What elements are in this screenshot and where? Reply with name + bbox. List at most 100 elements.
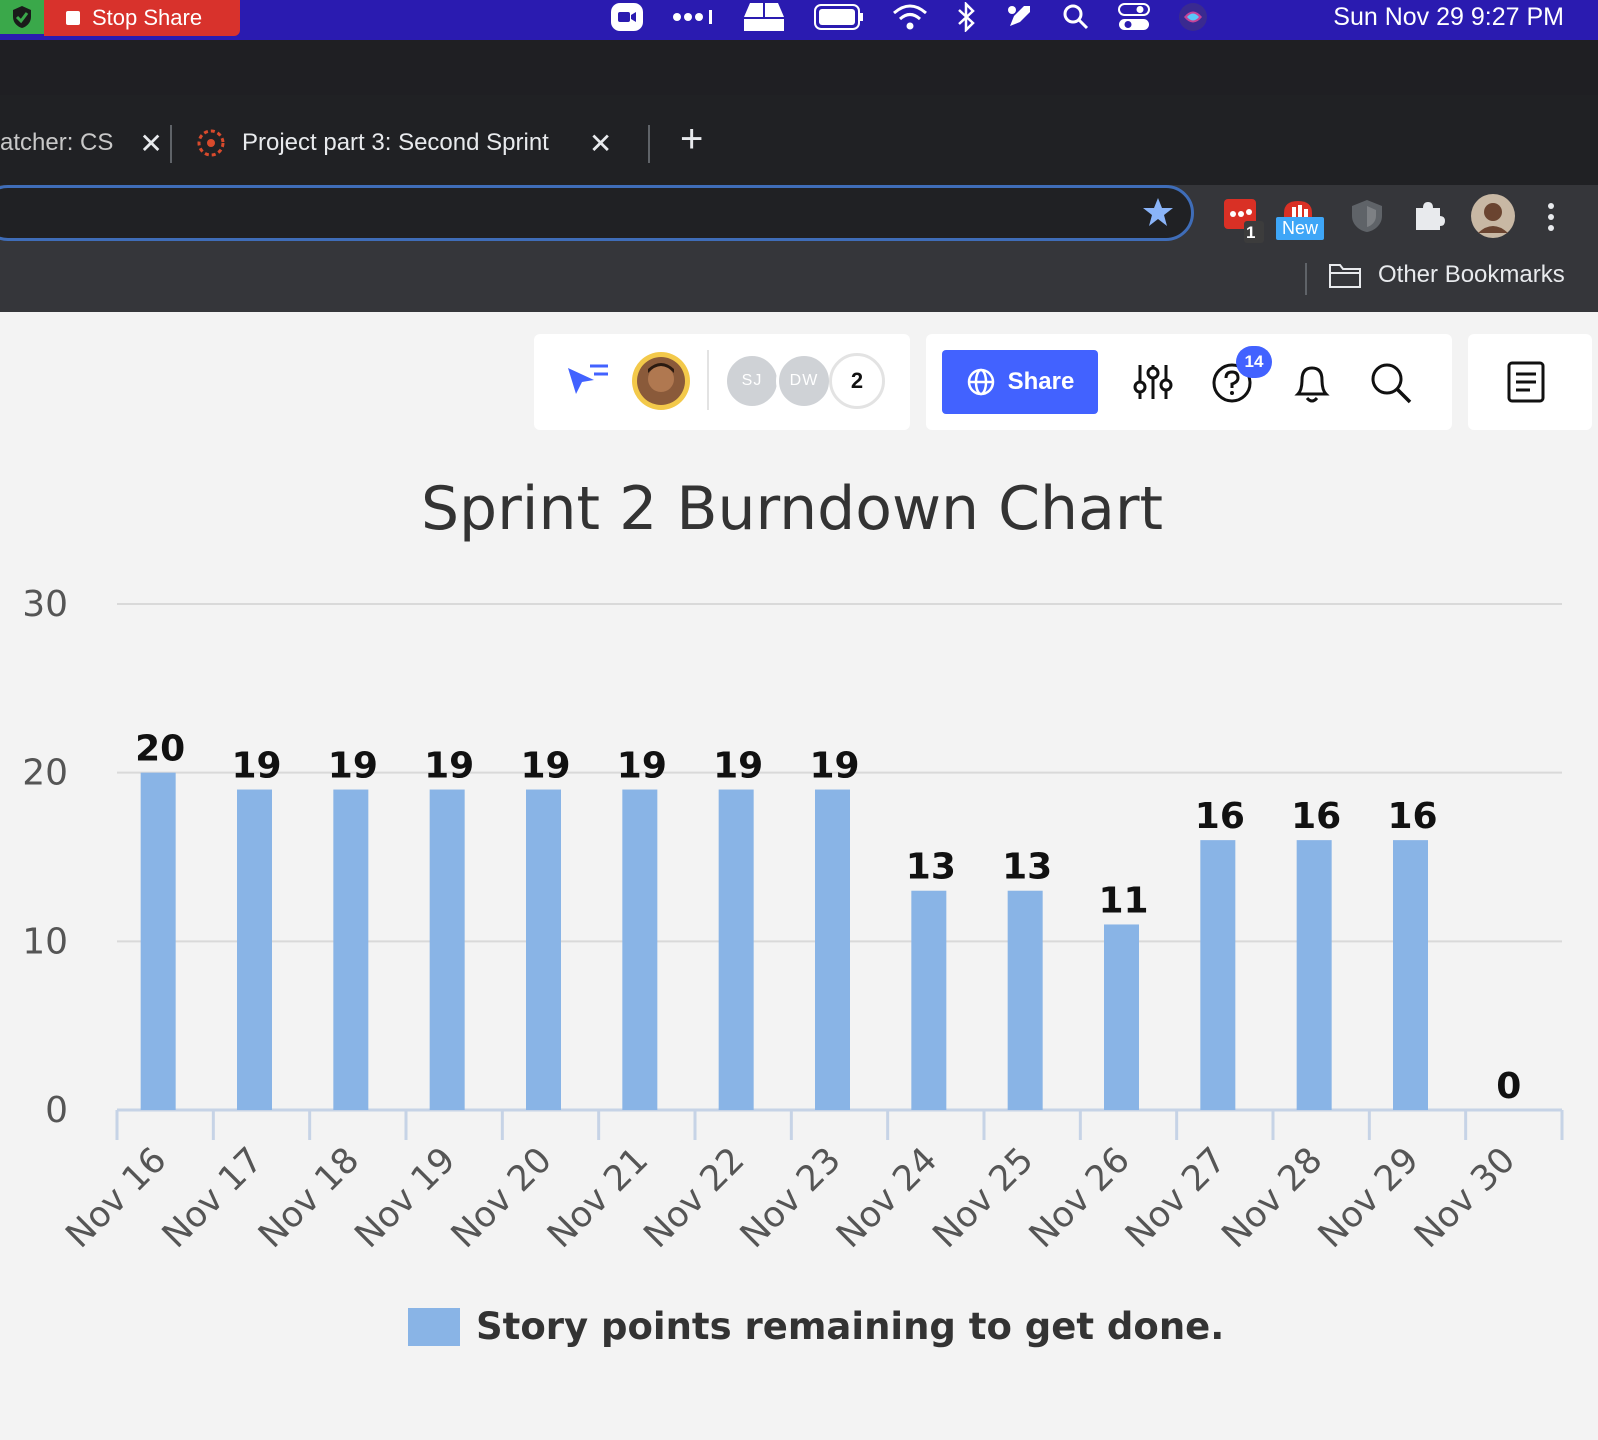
legend-label: Story points remaining to get done. xyxy=(476,1305,1225,1348)
other-bookmarks-label: Other Bookmarks xyxy=(1378,261,1565,288)
tab-separator xyxy=(170,125,172,163)
data-label: 11 xyxy=(1098,880,1148,921)
bar[interactable] xyxy=(140,772,176,1110)
new-tab-button[interactable]: + xyxy=(680,117,704,161)
close-icon[interactable]: ✕ xyxy=(139,127,163,159)
menu-bar: Stop Share Sun Nov 29 9:27 PM xyxy=(0,0,1598,40)
shield-icon xyxy=(0,0,44,34)
bar[interactable] xyxy=(526,789,561,1110)
bar[interactable] xyxy=(1200,840,1236,1110)
notifications-bell-icon[interactable] xyxy=(1292,362,1332,409)
browser-menu-icon[interactable] xyxy=(1546,202,1556,237)
bookmarks-bar: Other Bookmarks xyxy=(0,247,1598,312)
puzzle-extensions-icon[interactable] xyxy=(1412,198,1446,237)
folder-icon xyxy=(1329,264,1361,288)
y-tick-label: 30 xyxy=(22,584,68,625)
data-label: 16 xyxy=(1387,796,1437,837)
data-label: 19 xyxy=(617,746,667,787)
control-center-icon[interactable] xyxy=(1118,3,1150,31)
siri-icon[interactable] xyxy=(1178,2,1208,32)
profile-avatar[interactable] xyxy=(1470,193,1516,244)
rocket-icon[interactable] xyxy=(1004,2,1034,32)
collaborator-count[interactable]: 2 xyxy=(829,353,885,409)
bookmark-star-icon[interactable] xyxy=(1142,196,1174,233)
bar[interactable] xyxy=(1007,890,1043,1110)
settings-sliders-icon[interactable] xyxy=(1132,363,1174,406)
data-label: 0 xyxy=(1496,1066,1521,1107)
x-tick-label: Nov 19 xyxy=(348,1140,464,1256)
data-label: 19 xyxy=(713,746,763,787)
zoom-icon[interactable] xyxy=(610,2,644,32)
bar[interactable] xyxy=(1393,840,1428,1110)
stop-share-button[interactable]: Stop Share xyxy=(44,0,240,36)
bar[interactable] xyxy=(1104,924,1139,1110)
notes-document-icon[interactable] xyxy=(1506,360,1546,409)
bar[interactable] xyxy=(622,789,658,1110)
x-tick-label: Nov 27 xyxy=(1118,1140,1234,1256)
x-tick-label: Nov 29 xyxy=(1311,1140,1427,1256)
stop-icon xyxy=(66,11,80,25)
x-tick-label: Nov 18 xyxy=(251,1140,367,1256)
close-icon[interactable]: ✕ xyxy=(588,127,613,159)
battery-icon[interactable] xyxy=(814,4,864,30)
bar[interactable] xyxy=(911,890,947,1110)
bookmarks-separator xyxy=(1305,263,1307,295)
burndown-chart[interactable]: 0 10 20 30 20 Nov 16 19 Nov 17 19 Nov 18 19 Nov 19 1… xyxy=(0,560,1598,1260)
y-tick-label: 0 xyxy=(45,1090,68,1131)
dots-icon[interactable] xyxy=(672,10,714,24)
help-badge: 14 xyxy=(1236,346,1272,378)
spotlight-icon[interactable] xyxy=(1062,3,1090,31)
y-tick-label: 20 xyxy=(22,753,68,794)
bar[interactable] xyxy=(1296,840,1332,1110)
browser-toolbar xyxy=(0,185,1598,247)
bar[interactable] xyxy=(718,789,754,1110)
bar[interactable] xyxy=(333,789,369,1110)
x-tick-label: Nov 28 xyxy=(1215,1140,1331,1256)
stop-share-label: Stop Share xyxy=(92,5,203,30)
address-bar[interactable] xyxy=(0,185,1194,241)
tab-label: Project part 3: Second Sprint xyxy=(242,129,549,156)
data-label: 19 xyxy=(424,746,474,787)
other-bookmarks-button[interactable]: Other Bookmarks xyxy=(1328,261,1565,289)
todo-badge: 1 xyxy=(1246,223,1256,242)
todo-extension-icon[interactable]: 1 xyxy=(1222,195,1272,250)
tab-active[interactable]: Project part 3: Second Sprint ✕ xyxy=(194,123,612,163)
bar[interactable] xyxy=(815,789,850,1110)
drive-icon[interactable] xyxy=(742,1,786,33)
pdf-extension-icon[interactable]: New xyxy=(1276,195,1330,240)
chart-legend: Story points remaining to get done. xyxy=(408,1305,1224,1348)
tab-label: atcher: CS xyxy=(0,129,114,156)
x-tick-label: Nov 25 xyxy=(926,1140,1042,1256)
bar[interactable] xyxy=(429,789,465,1110)
y-tick-label: 10 xyxy=(22,921,68,962)
bar[interactable] xyxy=(237,789,272,1110)
bluetooth-icon[interactable] xyxy=(956,2,976,32)
shield-extension-icon[interactable] xyxy=(1350,198,1384,239)
x-tick-label: Nov 26 xyxy=(1022,1140,1138,1256)
x-tick-label: Nov 16 xyxy=(59,1140,175,1256)
x-tick-label: Nov 24 xyxy=(829,1140,945,1256)
tab-previous[interactable]: atcher: CS ✕ xyxy=(0,123,163,163)
share-button[interactable]: Share xyxy=(942,350,1098,414)
data-label: 20 xyxy=(135,729,185,770)
follow-cursor-icon[interactable] xyxy=(566,360,610,405)
collaborator-avatar[interactable]: DW xyxy=(776,353,832,409)
x-tick-label: Nov 22 xyxy=(637,1140,753,1256)
collaborator-avatar[interactable]: SJ xyxy=(724,353,780,409)
chart-title: Sprint 2 Burndown Chart xyxy=(420,474,1164,544)
data-label: 13 xyxy=(906,847,956,888)
tab-separator xyxy=(648,125,650,163)
wifi-icon[interactable] xyxy=(892,3,928,31)
current-user-avatar[interactable] xyxy=(632,352,690,410)
search-icon[interactable] xyxy=(1370,362,1412,409)
x-tick-label: Nov 30 xyxy=(1407,1140,1523,1256)
tab-strip: atcher: CS ✕ Project part 3: Second Spri… xyxy=(0,95,1598,185)
x-tick-label: Nov 17 xyxy=(155,1140,271,1256)
data-label: 16 xyxy=(1291,796,1341,837)
data-label: 16 xyxy=(1195,796,1245,837)
browser-titlebar xyxy=(0,40,1598,95)
data-label: 19 xyxy=(231,746,281,787)
menubar-clock[interactable]: Sun Nov 29 9:27 PM xyxy=(1333,2,1564,31)
panel-divider xyxy=(707,350,709,410)
help-icon[interactable] xyxy=(1212,362,1254,409)
